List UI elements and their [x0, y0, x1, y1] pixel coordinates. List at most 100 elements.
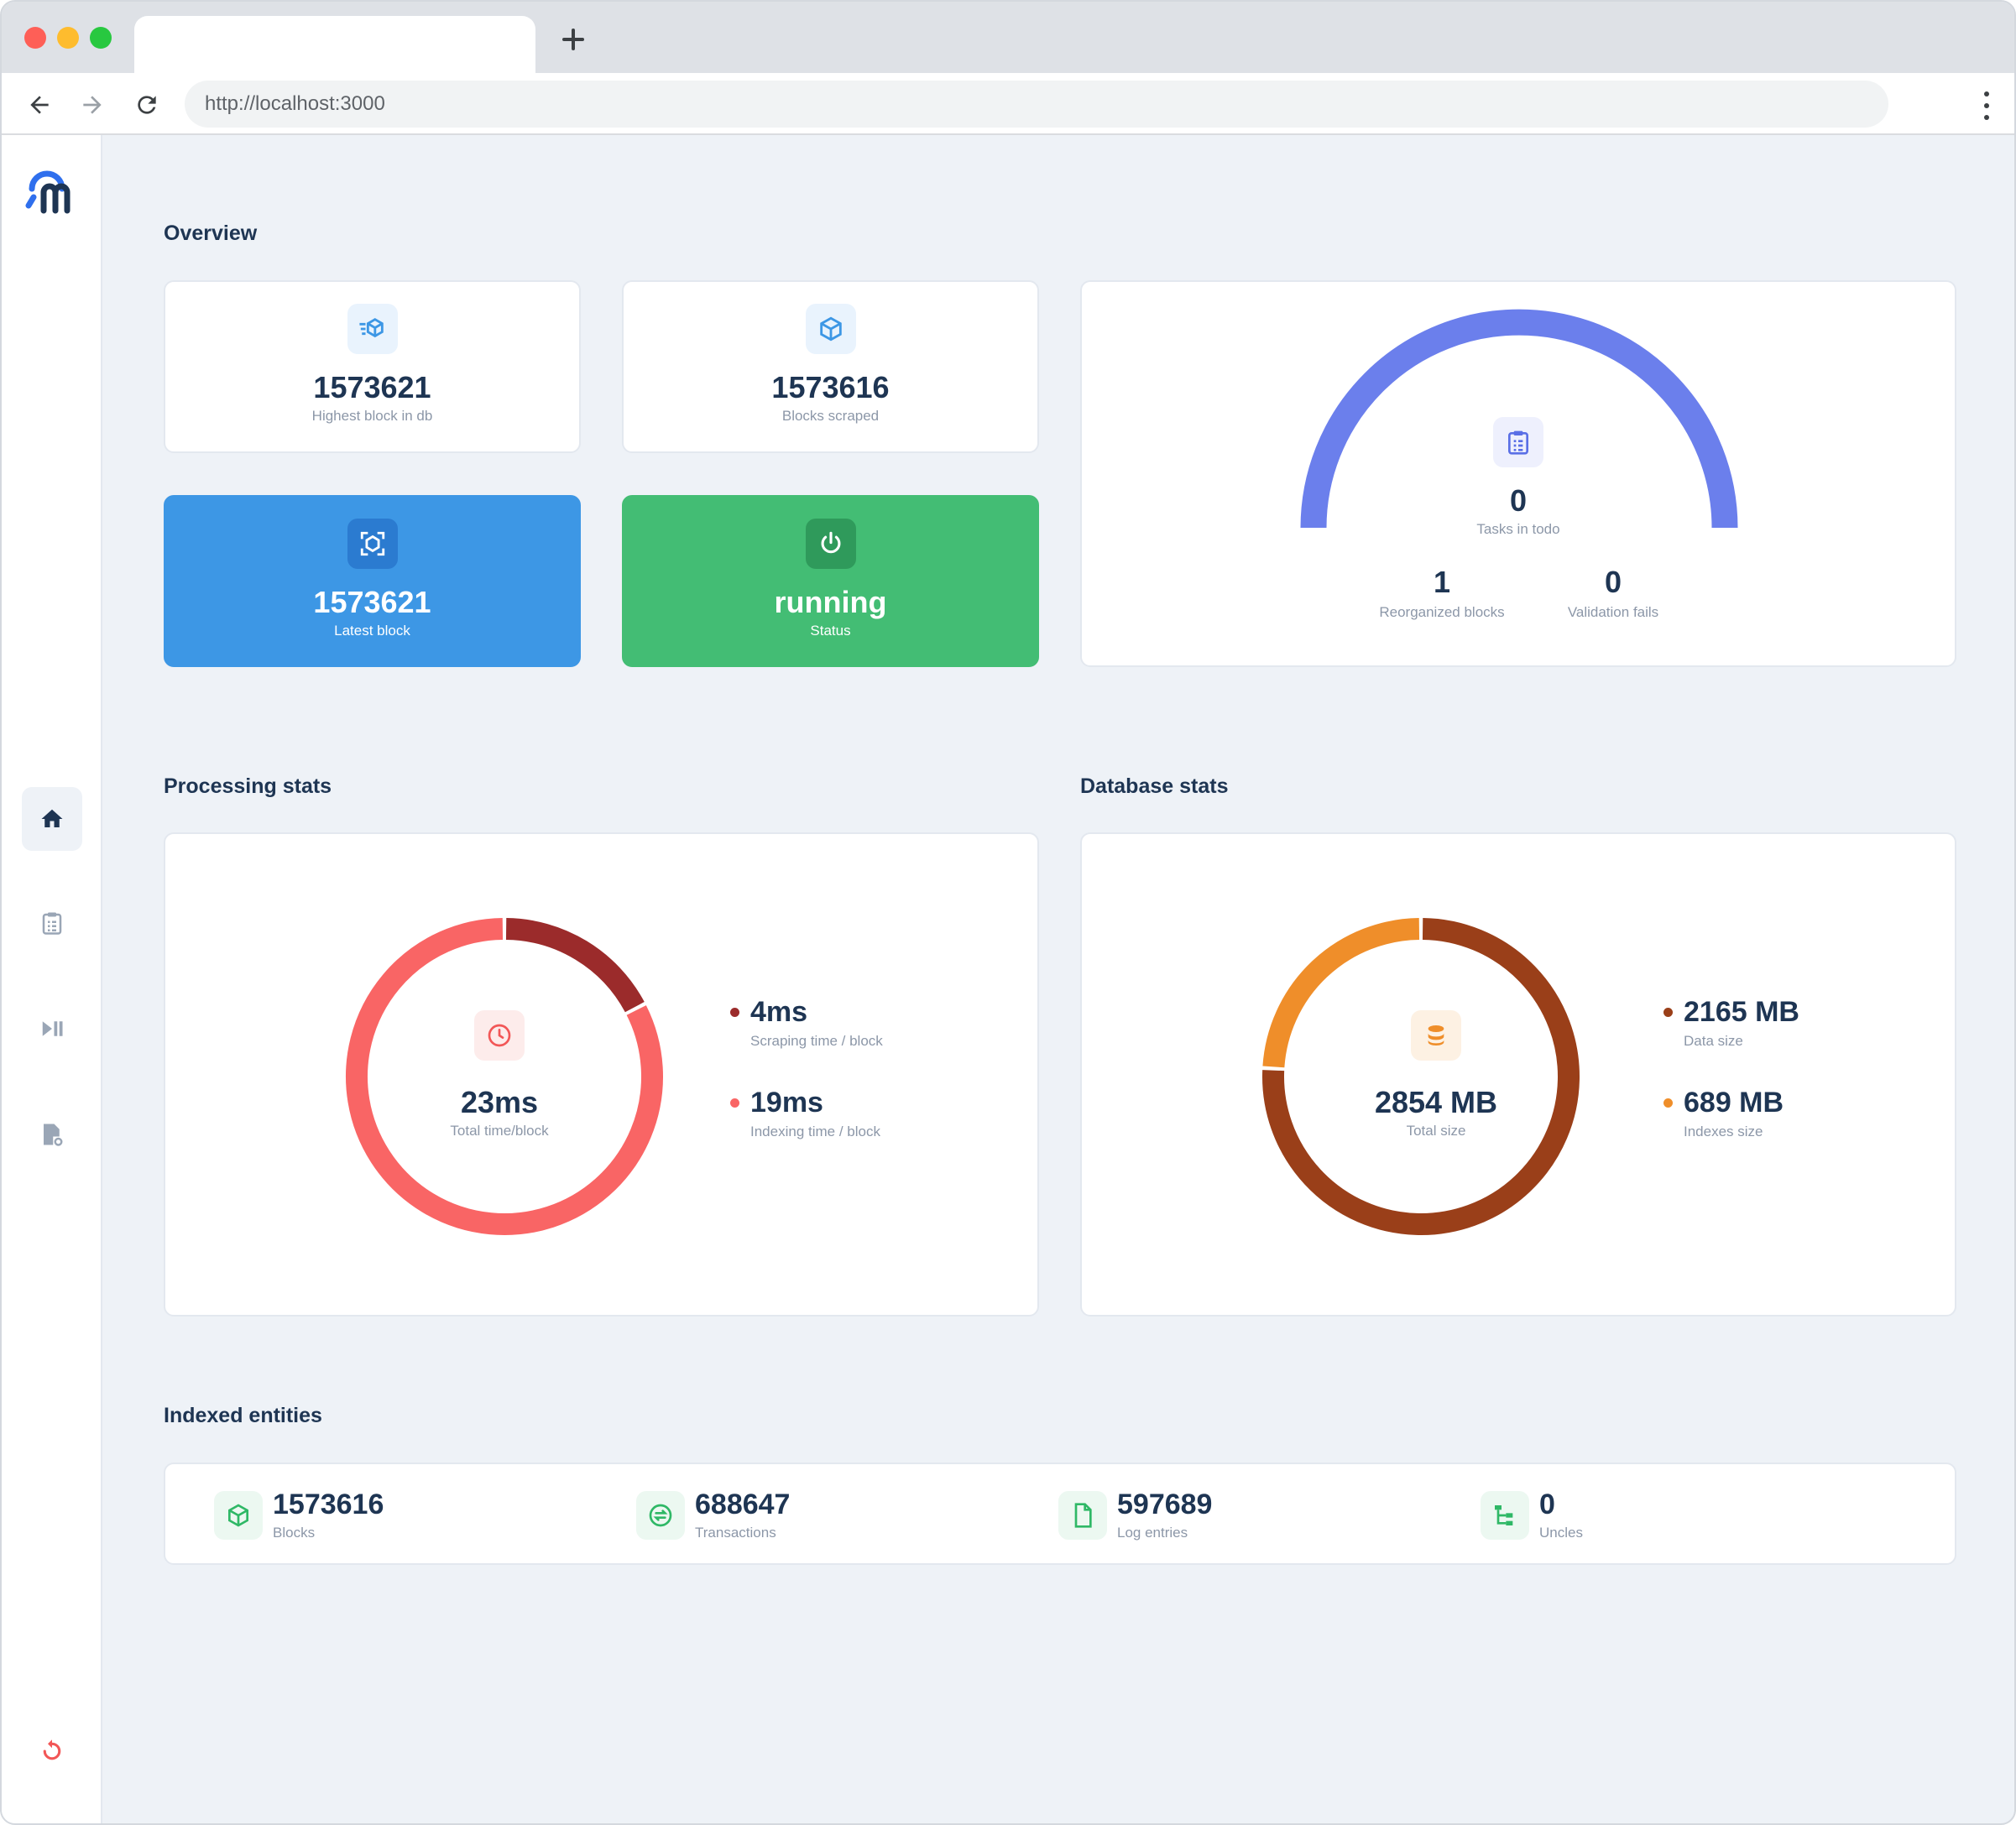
data-size-label: Data size — [1684, 1033, 1743, 1049]
url-text: http://localhost:3000 — [205, 92, 385, 115]
power-icon — [805, 519, 856, 569]
gauge-arc — [1300, 309, 1738, 529]
browser-toolbar: http://localhost:3000 — [2, 73, 2014, 135]
tasks-todo-label: Tasks in todo — [1476, 521, 1560, 537]
indexes-size-value: 689 MB — [1684, 1087, 1784, 1118]
entity-log-entries-value: 597689 — [1117, 1489, 1213, 1520]
validation-fails-label: Validation fails — [1567, 604, 1659, 620]
tree-icon — [1481, 1491, 1529, 1540]
blocks-scraped-card: 1573616 Blocks scraped — [622, 280, 1039, 453]
status-value: running — [774, 585, 887, 619]
validation-fails-stat: 0 Validation fails — [1546, 566, 1680, 621]
cube-icon — [214, 1491, 263, 1540]
fast-cube-icon — [347, 304, 398, 354]
processing-donut-chart — [346, 918, 663, 1235]
overview-title: Overview — [164, 222, 258, 245]
arrow-right-icon — [83, 96, 102, 114]
data-size-slice — [1262, 918, 1580, 1235]
entity-blocks-label: Blocks — [273, 1525, 316, 1541]
back-button[interactable] — [23, 88, 56, 122]
processing-stats-title: Processing stats — [164, 774, 332, 798]
sidebar-item-settings[interactable] — [22, 1103, 82, 1166]
indexing-time-legend: 19ms Indexing time / block — [730, 1087, 880, 1140]
indexed-entities-title: Indexed entities — [164, 1404, 322, 1427]
indexing-time-slice — [346, 918, 663, 1235]
reorganized-blocks-stat: 1 Reorganized blocks — [1366, 566, 1517, 621]
highest-block-value: 1573621 — [313, 370, 431, 404]
sidebar — [2, 135, 102, 1823]
entity-uncles: 0 Uncles — [1481, 1489, 1583, 1541]
tasks-card: 0 Tasks in todo 1 Reorganized blocks 0 V… — [1080, 280, 1956, 667]
new-tab-button[interactable] — [559, 25, 588, 54]
entity-blocks: 1573616 Blocks — [214, 1489, 384, 1541]
highest-block-card: 1573621 Highest block in db — [164, 280, 581, 453]
total-time-value: 23ms — [460, 1085, 539, 1119]
address-bar[interactable]: http://localhost:3000 — [185, 81, 1888, 128]
cube-icon — [805, 304, 856, 354]
latest-block-label: Latest block — [334, 623, 410, 639]
indexing-dot — [730, 1098, 739, 1108]
sidebar-item-restart[interactable] — [22, 1719, 82, 1783]
clock-icon — [474, 1010, 525, 1061]
clipboard-icon — [42, 912, 62, 935]
browser-menu-button[interactable] — [1982, 91, 1991, 120]
entity-transactions-label: Transactions — [695, 1525, 776, 1541]
entity-transactions-value: 688647 — [695, 1489, 791, 1520]
total-size-label: Total size — [1406, 1123, 1466, 1139]
total-size-value: 2854 MB — [1374, 1085, 1498, 1119]
browser-tab[interactable] — [134, 16, 535, 73]
indexes-size-legend: 689 MB Indexes size — [1663, 1087, 1784, 1140]
data-size-legend: 2165 MB Data size — [1663, 996, 1799, 1050]
status-label: Status — [810, 623, 851, 639]
sidebar-item-tasks[interactable] — [22, 891, 82, 955]
scraping-time-slice — [505, 918, 645, 1013]
entity-blocks-value: 1573616 — [273, 1489, 384, 1520]
reload-button[interactable] — [130, 88, 164, 122]
maximize-window-button[interactable] — [90, 27, 112, 49]
validation-fails-value: 0 — [1604, 565, 1622, 599]
indexing-time-label: Indexing time / block — [750, 1124, 880, 1139]
main-content: Overview 1573621 Highest block in db 157… — [102, 135, 2014, 1823]
database-stats-title: Database stats — [1080, 774, 1229, 798]
clipboard-list-icon — [1493, 417, 1543, 467]
reorganized-blocks-label: Reorganized blocks — [1379, 604, 1505, 620]
file-icon — [1058, 1491, 1107, 1540]
file-settings-icon — [44, 1124, 63, 1146]
sidebar-item-play-pause[interactable] — [22, 997, 82, 1061]
app-logo — [25, 170, 71, 214]
database-icon — [1411, 1010, 1461, 1061]
tasks-todo-value: 0 — [1509, 483, 1528, 518]
sidebar-item-home[interactable] — [22, 787, 82, 851]
scraping-time-value: 4ms — [750, 996, 808, 1028]
restart-icon — [43, 1739, 61, 1760]
indexes-size-slice — [1262, 918, 1420, 1068]
close-window-button[interactable] — [24, 27, 46, 49]
scan-cube-icon — [347, 519, 398, 569]
entity-uncles-value: 0 — [1539, 1489, 1555, 1520]
blocks-scraped-value: 1573616 — [771, 370, 890, 404]
database-donut-chart — [1262, 918, 1580, 1235]
data-size-dot — [1663, 1008, 1673, 1017]
scraping-time-label: Scraping time / block — [750, 1033, 883, 1049]
reload-icon — [138, 96, 156, 114]
indexed-entities-card: 1573616 Blocks 688647 Transactions 597 — [164, 1463, 1956, 1565]
transfer-icon — [636, 1491, 685, 1540]
forward-button[interactable] — [76, 88, 109, 122]
scraping-time-legend: 4ms Scraping time / block — [730, 996, 883, 1050]
indexes-size-dot — [1663, 1098, 1673, 1108]
latest-block-value: 1573621 — [313, 585, 431, 619]
tasks-gauge — [1300, 309, 1738, 529]
entity-log-entries: 597689 Log entries — [1058, 1489, 1212, 1541]
tab-bar — [2, 2, 2014, 73]
arrow-left-icon — [30, 96, 49, 114]
total-time-label: Total time/block — [450, 1123, 549, 1139]
minimize-window-button[interactable] — [57, 27, 79, 49]
entity-uncles-label: Uncles — [1539, 1525, 1583, 1541]
play-pause-icon — [42, 1021, 63, 1036]
indexes-size-label: Indexes size — [1684, 1124, 1763, 1139]
entity-transactions: 688647 Transactions — [636, 1489, 790, 1541]
indexing-time-value: 19ms — [750, 1087, 823, 1118]
status-card: running Status — [622, 495, 1039, 667]
latest-block-card: 1573621 Latest block — [164, 495, 581, 667]
